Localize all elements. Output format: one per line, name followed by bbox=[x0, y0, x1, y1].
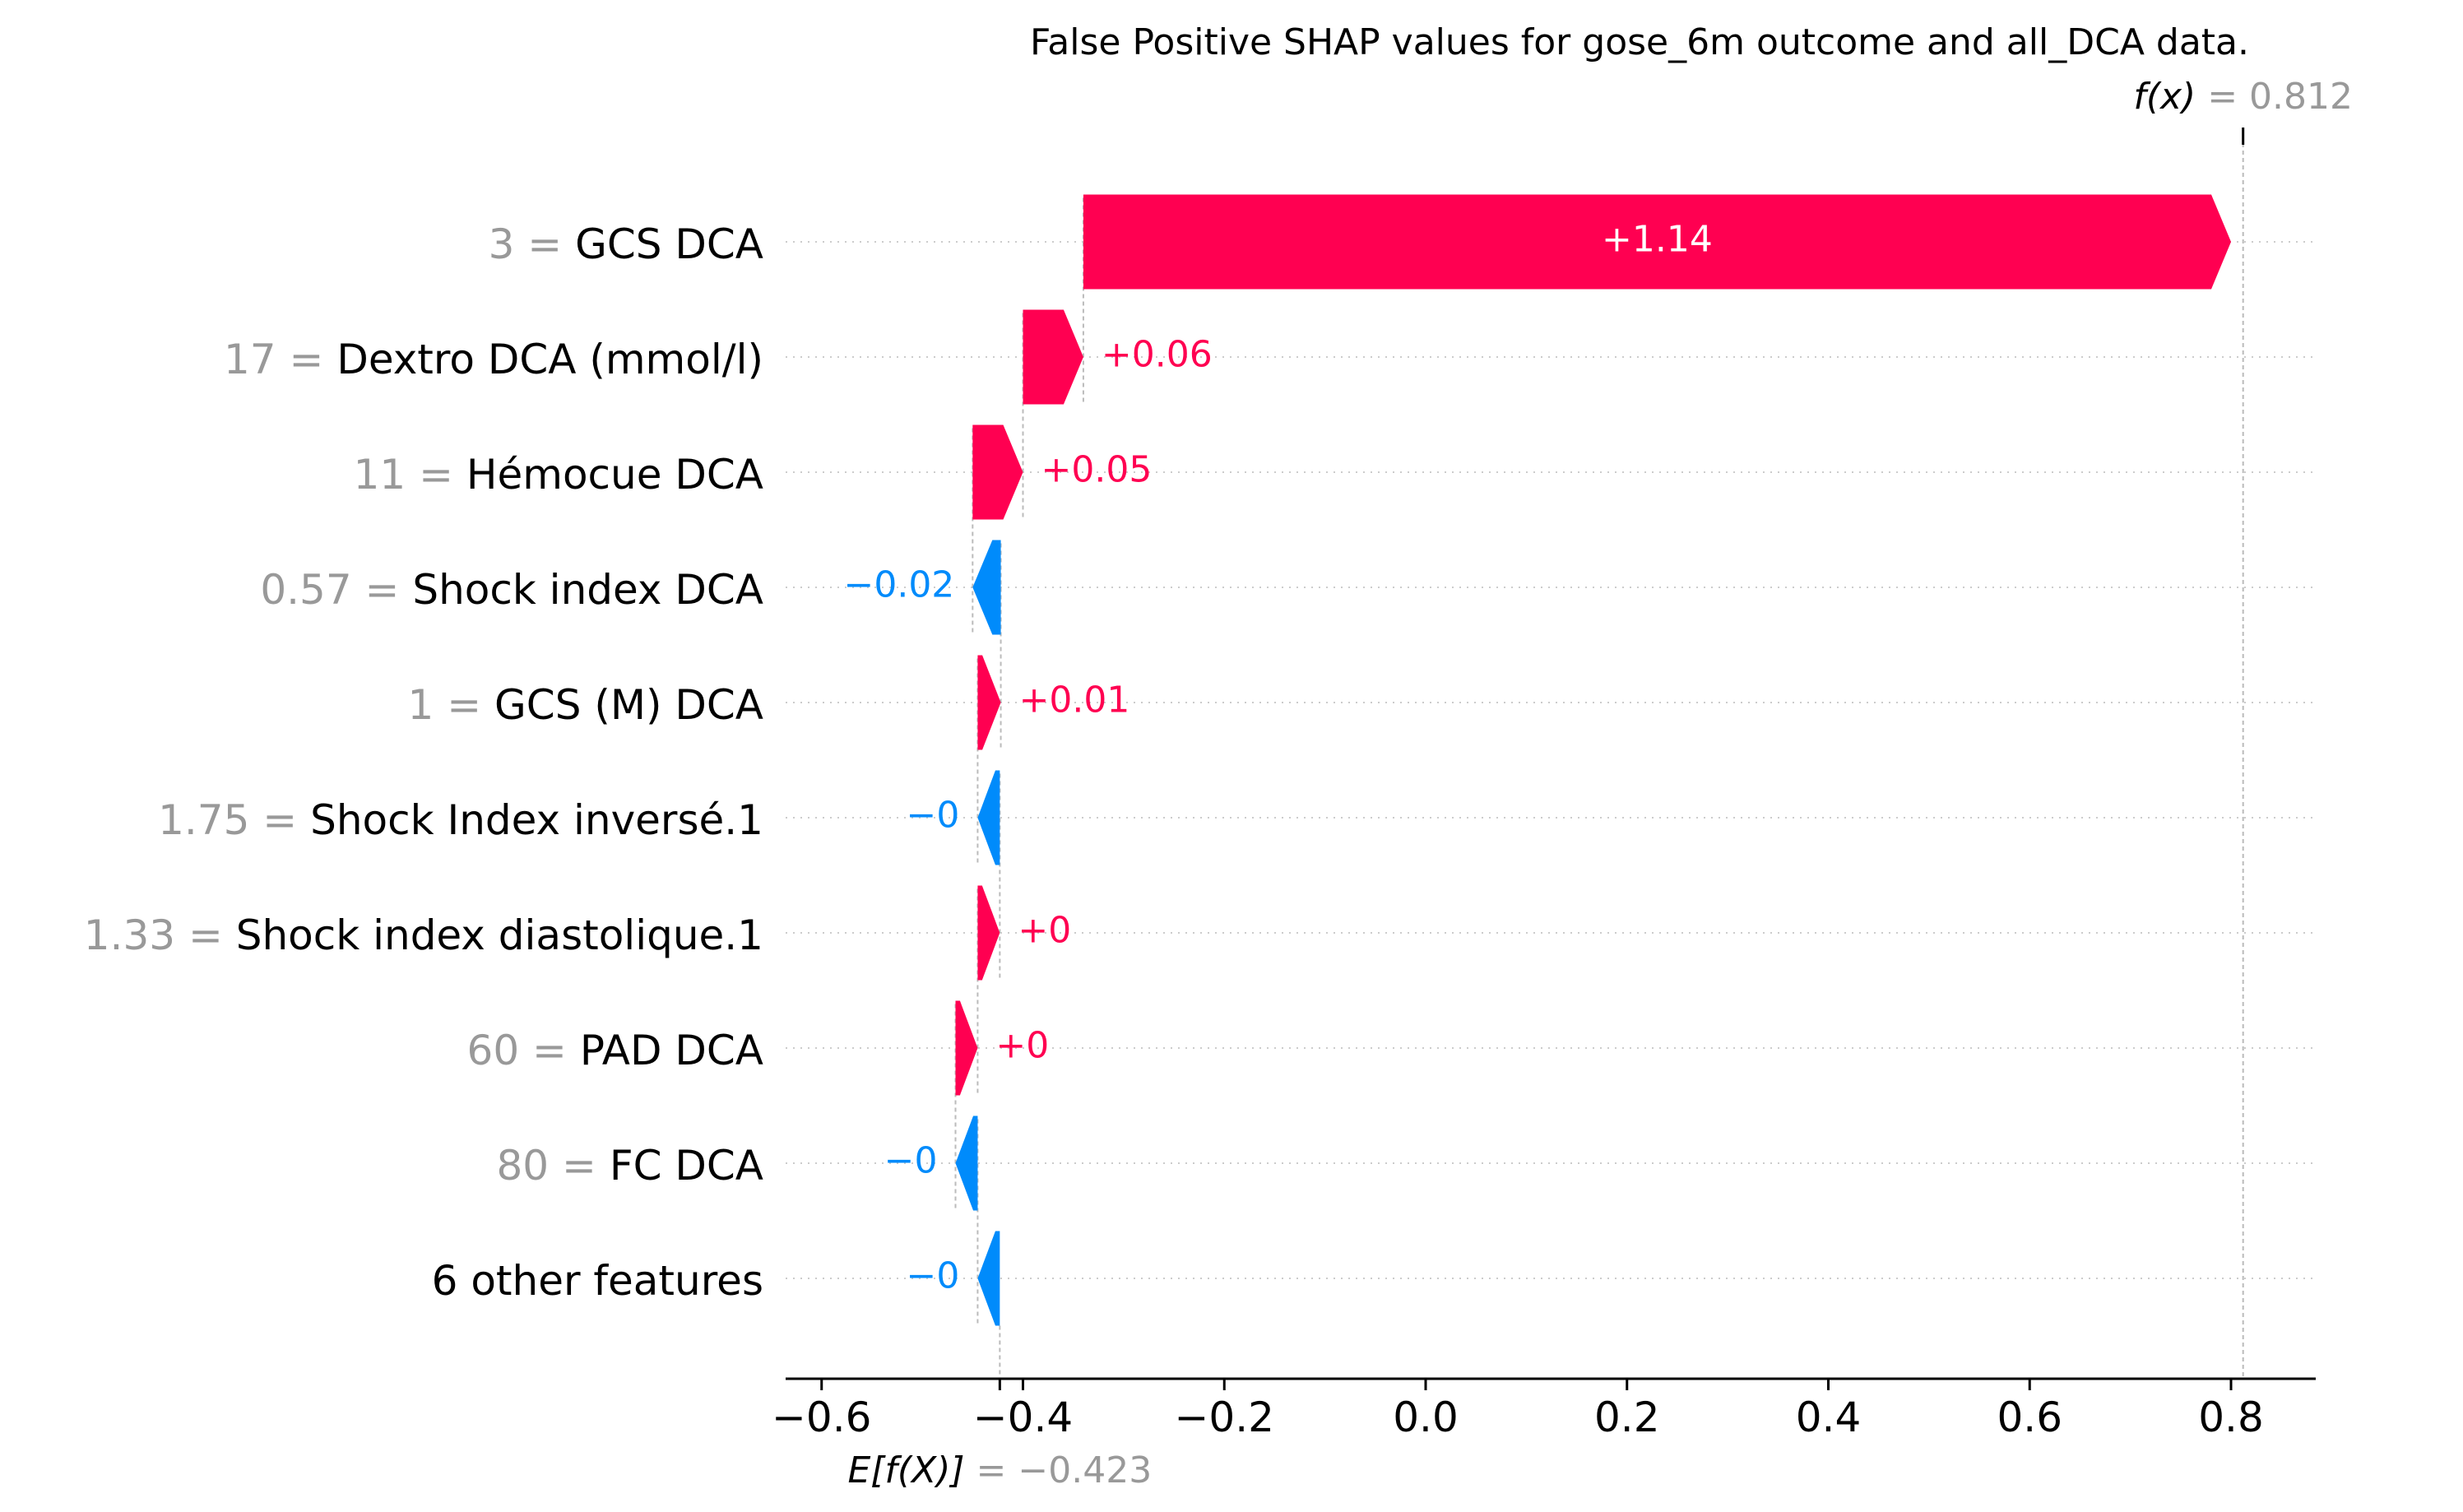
bar-3 bbox=[972, 424, 1023, 520]
feature-name: GCS (M) DCA bbox=[494, 681, 763, 729]
bar-label-7: +0 bbox=[1018, 910, 1071, 952]
feature-label-1: 3 = GCS DCA bbox=[489, 220, 763, 268]
feature-label-3: 11 = Hémocue DCA bbox=[354, 451, 763, 499]
bar-label-2: +0.06 bbox=[1102, 334, 1213, 376]
bar-label-5: +0.01 bbox=[1019, 679, 1130, 721]
feature-name: GCS DCA bbox=[575, 220, 763, 268]
x-tick-label: 0.2 bbox=[1594, 1394, 1660, 1441]
bar-8 bbox=[955, 1000, 978, 1096]
equals-sign: = bbox=[514, 220, 575, 268]
equals-sign: = bbox=[519, 1027, 580, 1074]
fx-label: f(x) bbox=[2133, 76, 2196, 118]
feature-name: Shock index DCA bbox=[412, 566, 763, 614]
feature-label-5: 1 = GCS (M) DCA bbox=[408, 681, 763, 729]
chart-title: False Positive SHAP values for gose_6m o… bbox=[1030, 21, 2249, 63]
feature-label-6: 1.75 = Shock Index inversé.1 bbox=[158, 796, 763, 844]
feature-value: 11 bbox=[354, 451, 406, 499]
bar-1 bbox=[1083, 194, 2231, 290]
ef-text: E[f(X)] = −0.423 bbox=[847, 1449, 1152, 1491]
fx-text: f(x) = 0.812 bbox=[2133, 76, 2353, 118]
fx-value: 0.812 bbox=[2249, 76, 2353, 118]
feature-name: Hémocue DCA bbox=[466, 451, 763, 499]
bar-4 bbox=[972, 540, 1001, 635]
feature-label-8: 60 = PAD DCA bbox=[467, 1027, 763, 1074]
bar-label-9: −0 bbox=[884, 1140, 938, 1182]
feature-name: Shock index diastolique.1 bbox=[236, 911, 763, 959]
feature-value: 0.57 bbox=[260, 566, 351, 614]
feature-label-7: 1.33 = Shock index diastolique.1 bbox=[84, 911, 763, 959]
ef-label: E[f(X)] bbox=[847, 1449, 964, 1491]
feature-value: 1.33 bbox=[84, 911, 175, 959]
feature-label-10: 6 other features bbox=[432, 1257, 763, 1305]
feature-value: 80 bbox=[497, 1142, 550, 1190]
bar-10 bbox=[977, 1231, 1000, 1326]
x-tick-label: 0.0 bbox=[1393, 1394, 1459, 1441]
feature-label-9: 80 = FC DCA bbox=[497, 1142, 764, 1190]
x-axis: −0.6 −0.4 −0.2 0.0 0.2 0.4 0.6 0.8 bbox=[772, 1377, 2316, 1441]
x-tick-label: 0.6 bbox=[1997, 1394, 2062, 1441]
bar-label-6: −0 bbox=[907, 795, 960, 837]
feature-name: Shock Index inversé.1 bbox=[310, 796, 763, 844]
bar-label-3: +0.05 bbox=[1041, 449, 1153, 491]
feature-name: FC DCA bbox=[610, 1142, 763, 1190]
feature-labels: 3 = GCS DCA 17 = Dextro DCA (mmol/l) 11 = … bbox=[84, 220, 763, 1305]
feature-value: 1.75 bbox=[158, 796, 249, 844]
bar-label-8: +0 bbox=[995, 1025, 1049, 1067]
ef-equals: = bbox=[965, 1449, 1018, 1491]
x-tick-label: −0.4 bbox=[973, 1394, 1073, 1441]
bar-label-10: −0 bbox=[907, 1255, 960, 1297]
fx-annotation: f(x) = 0.812 bbox=[2133, 76, 2353, 145]
ef-value: −0.423 bbox=[1018, 1449, 1152, 1491]
feature-value: 1 bbox=[408, 681, 434, 729]
equals-sign: = bbox=[276, 336, 337, 383]
x-tick-label: 0.4 bbox=[1796, 1394, 1862, 1441]
fx-equals: = bbox=[2196, 76, 2249, 118]
bar-label-1: +1.14 bbox=[1602, 219, 1713, 261]
guide-lines bbox=[954, 136, 2244, 1379]
x-tick-label: −0.2 bbox=[1175, 1394, 1274, 1441]
feature-name: Dextro DCA (mmol/l) bbox=[336, 336, 763, 383]
equals-sign: = bbox=[549, 1142, 610, 1190]
bar-7 bbox=[977, 885, 1000, 981]
bar-5 bbox=[977, 655, 1001, 750]
feature-value: 17 bbox=[224, 336, 276, 383]
contribution-bars bbox=[955, 194, 2231, 1326]
x-tick-label: 0.8 bbox=[2198, 1394, 2264, 1441]
bar-label-4: −0.02 bbox=[843, 564, 954, 606]
bar-6 bbox=[977, 770, 1000, 865]
bar-2 bbox=[1023, 309, 1083, 405]
equals-sign: = bbox=[352, 566, 413, 614]
equals-sign: = bbox=[175, 911, 236, 959]
contribution-labels: +1.14 +0.06 +0.05 −0.02 +0.01 −0 +0 +0 −0 −0 bbox=[843, 219, 1712, 1297]
feature-label-2: 17 = Dextro DCA (mmol/l) bbox=[224, 336, 763, 383]
feature-name: 6 other features bbox=[432, 1257, 763, 1305]
expected-value-annotation: E[f(X)] = −0.423 bbox=[847, 1379, 1152, 1491]
equals-sign: = bbox=[249, 796, 310, 844]
bar-9 bbox=[955, 1115, 978, 1211]
feature-label-4: 0.57 = Shock index DCA bbox=[260, 566, 763, 614]
equals-sign: = bbox=[434, 681, 494, 729]
feature-value: 3 bbox=[489, 220, 515, 268]
feature-value: 60 bbox=[467, 1027, 520, 1074]
feature-name: PAD DCA bbox=[580, 1027, 763, 1074]
x-tick-label: −0.6 bbox=[772, 1394, 871, 1441]
equals-sign: = bbox=[406, 451, 466, 499]
row-grid-lines bbox=[786, 241, 2316, 1279]
